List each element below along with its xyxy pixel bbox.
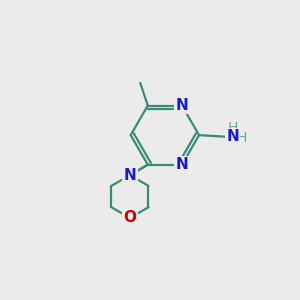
Text: N: N <box>176 157 188 172</box>
Text: H: H <box>236 131 247 145</box>
Text: H: H <box>227 121 238 135</box>
Text: N: N <box>176 98 188 113</box>
Text: O: O <box>123 210 136 225</box>
Text: N: N <box>124 168 136 183</box>
Text: N: N <box>226 129 239 144</box>
